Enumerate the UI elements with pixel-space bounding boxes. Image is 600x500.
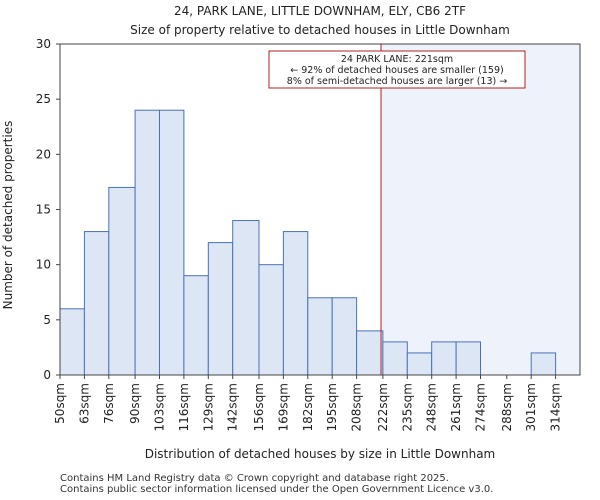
annotation-line1: 24 PARK LANE: 221sqm [341,54,453,65]
x-axis-label: Distribution of detached houses by size … [145,447,496,461]
annotation-line2: ← 92% of detached houses are smaller (15… [290,65,503,76]
y-tick-label: 30 [36,37,51,51]
y-tick-label: 25 [36,92,51,106]
histogram-bar [108,186,136,376]
histogram-bar [382,341,408,376]
histogram-bar [331,297,358,376]
x-tick-label: 248sqm [425,383,439,431]
histogram-bar [455,341,482,376]
y-tick-label: 15 [36,203,51,217]
chart-title-line1: 24, PARK LANE, LITTLE DOWNHAM, ELY, CB6 … [174,4,466,18]
x-tick-label: 314sqm [549,383,563,431]
histogram-bar [183,275,209,376]
histogram-bar [134,109,160,376]
x-tick-label: 50sqm [53,383,67,424]
histogram-bar [83,231,110,376]
histogram-bar [158,109,185,376]
y-tick-label: 10 [36,258,51,272]
histogram-bar [406,352,433,376]
x-tick-label: 288sqm [500,383,514,431]
x-tick-label: 301sqm [524,383,538,431]
histogram-bar [530,352,557,376]
x-tick-label: 169sqm [276,383,290,431]
x-tick-label: 76sqm [102,383,116,424]
x-tick-label: 63sqm [77,383,91,424]
x-tick-label: 235sqm [400,383,414,431]
x-tick-label: 261sqm [449,383,463,431]
footer-line1: Contains HM Land Registry data © Crown c… [60,473,449,484]
y-axis-ticks: 0 5 10 15 20 25 30 [36,37,60,382]
x-tick-label: 90sqm [128,383,142,424]
histogram-bar [59,308,85,376]
histogram-bar [232,220,260,376]
histogram-bar [356,330,384,376]
bars-group [59,109,557,376]
x-tick-label: 222sqm [376,383,390,431]
x-tick-label: 274sqm [474,383,488,431]
histogram-bar [431,341,457,376]
histogram-bar [258,264,284,376]
x-tick-label: 116sqm [177,383,191,431]
highlight-region [381,44,580,375]
x-tick-label: 103sqm [152,383,166,431]
chart-title-line2: Size of property relative to detached ho… [130,23,510,37]
footer-line2: Contains public sector information licen… [60,484,494,495]
y-tick-label: 5 [43,313,51,327]
annotation-box: 24 PARK LANE: 221sqm ← 92% of detached h… [268,50,526,89]
histogram-bar [207,242,234,376]
x-tick-label: 142sqm [226,383,240,431]
y-tick-label: 0 [43,368,51,382]
annotation-rect [268,50,526,89]
x-tick-label: 182sqm [301,383,315,431]
y-tick-label: 20 [36,147,51,161]
y-axis-label: Number of detached properties [1,121,15,310]
histogram-bar [307,297,333,376]
x-tick-label: 156sqm [252,383,266,431]
x-tick-label: 195sqm [325,383,339,431]
x-axis-ticks: 50sqm 63sqm 76sqm 90sqm 103sqm 116sqm 129sqm 14… [53,375,563,431]
annotation-line3: 8% of semi-detached houses are larger (1… [287,76,507,87]
histogram-bar [282,231,309,376]
x-tick-label: 208sqm [350,383,364,431]
x-tick-label: 129sqm [201,383,215,431]
